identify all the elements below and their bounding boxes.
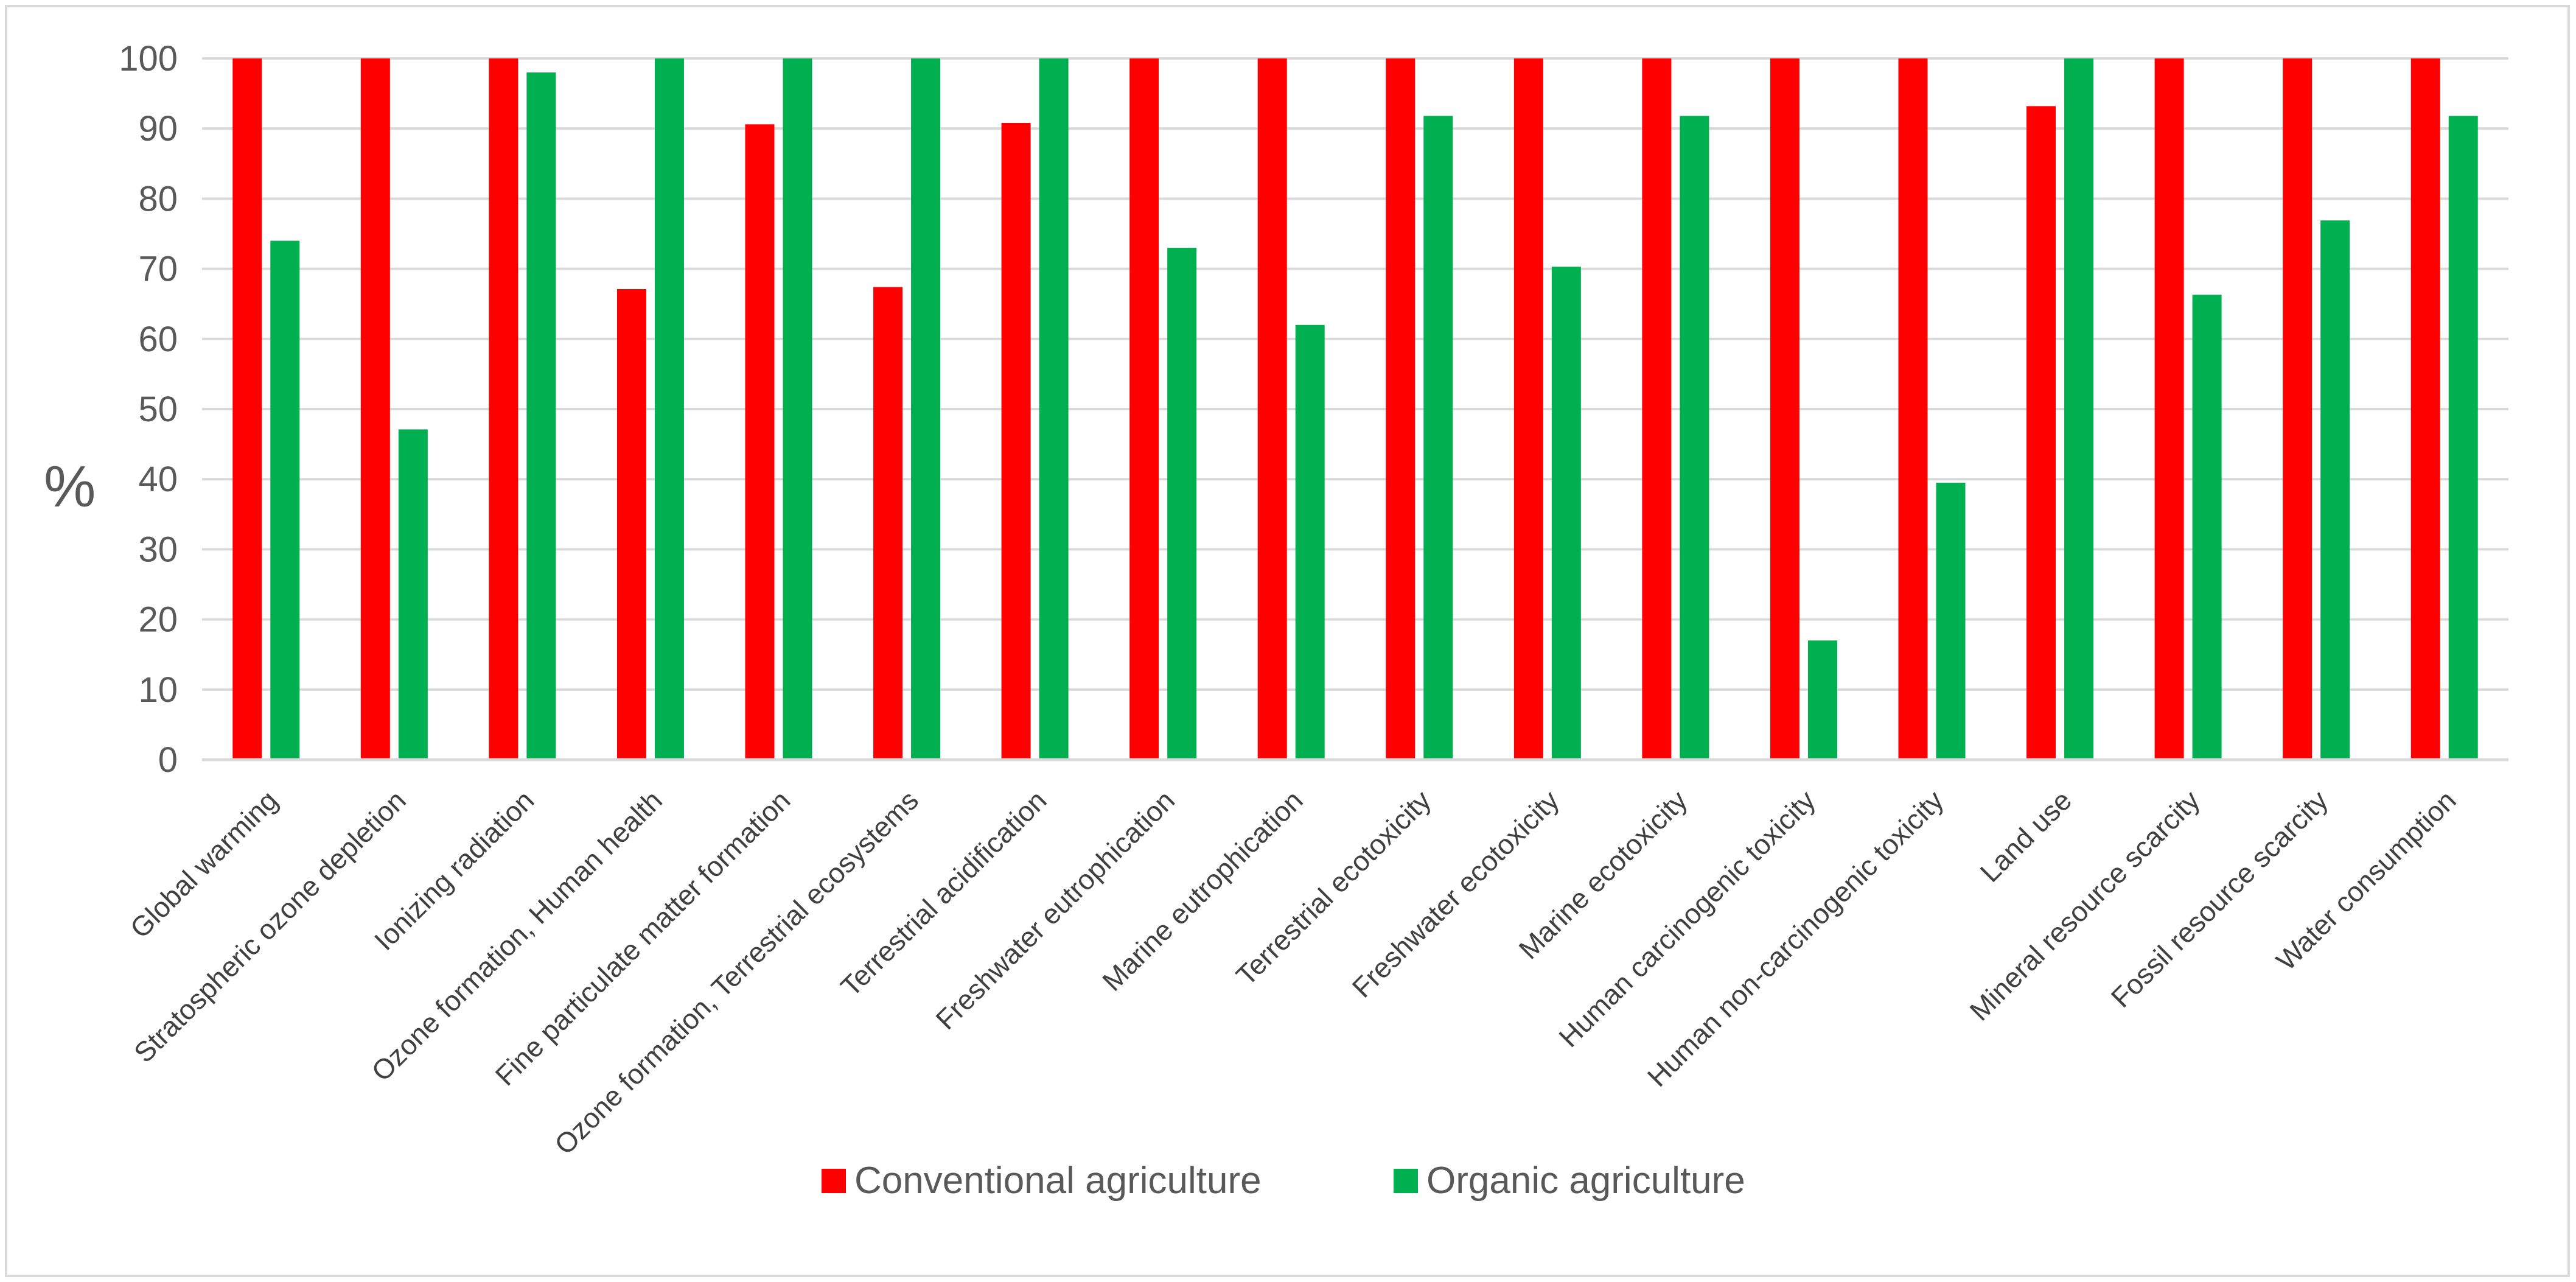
y-tick-label: 20 [138,600,178,640]
y-tick-label: 80 [138,179,178,219]
bar-conventional [2026,106,2056,760]
bar-conventional [1642,58,1672,760]
bar-organic [1423,116,1453,760]
bar-organic [1680,116,1709,760]
y-tick-label: 0 [158,740,178,780]
bar-conventional [1898,58,1928,760]
bar-organic [398,429,428,760]
bar-organic [1039,58,1069,760]
x-category-label: Human carcinogenic toxicity [1552,784,1821,1053]
bar-conventional [1001,122,1031,760]
bar-organic [911,58,941,760]
bar-conventional [1770,58,1799,760]
x-category-label: Fossil resource scarcity [2105,784,2334,1014]
bar-conventional [489,58,518,760]
gridlines [202,57,2508,691]
x-category-label: Land use [1974,784,2078,888]
y-tick-label: 90 [138,109,178,149]
bar-conventional [1386,58,1415,760]
y-tick-label: 30 [138,530,178,569]
y-tick-label: 70 [138,250,178,289]
y-tick-label: 10 [138,670,178,710]
y-tick-label: 100 [119,39,178,79]
bar-organic [2448,116,2478,760]
bar-chart: 0 10 20 30 40 50 60 70 80 90 100 Global warmingStr… [44,39,2508,1202]
bar-conventional [1257,58,1287,760]
legend-swatch-conventional [822,1169,846,1193]
legend-label-organic: Organic agriculture [1426,1160,1745,1202]
bar-conventional [360,58,390,760]
y-axis-ticks: 0 10 20 30 40 50 60 70 80 90 100 [119,39,178,780]
legend-label-conventional: Conventional agriculture [854,1160,1262,1202]
bar-organic [1551,267,1581,760]
bar-organic [1807,640,1837,760]
bar-organic [783,58,812,760]
bars [232,58,2478,760]
bar-conventional [232,58,262,760]
bar-organic [2192,295,2222,760]
bar-conventional [1513,58,1543,760]
bar-conventional [873,287,903,760]
bar-organic [1167,248,1197,760]
bar-organic [526,72,556,760]
y-tick-label: 60 [138,320,178,359]
bar-organic [2320,220,2350,760]
x-category-label: Stratospheric ozone depletion [128,784,412,1068]
legend: Conventional agriculture Organic agricul… [822,1160,1745,1202]
bar-organic [1295,324,1325,760]
y-tick-label: 40 [138,460,178,499]
x-category-label: Freshwater eutrophication [929,784,1181,1035]
bar-conventional [2283,58,2312,760]
bar-conventional [1129,58,1159,760]
bar-conventional [2154,58,2184,760]
x-category-label: Freshwater ecotoxicity [1346,784,1565,1003]
bar-organic [270,240,300,760]
x-category-label: Mineral resource scarcity [1963,784,2205,1026]
x-category-label: Terrestrial acidification [834,784,1053,1003]
legend-swatch-organic [1394,1169,1418,1193]
bar-organic [654,58,684,760]
y-axis-label: % [44,454,96,519]
bar-organic [2064,58,2094,760]
bar-conventional [2410,58,2440,760]
bar-organic [1936,482,1966,760]
bar-conventional [745,124,775,760]
y-tick-label: 50 [138,390,178,429]
bar-conventional [616,289,646,760]
chart-frame: 0 10 20 30 40 50 60 70 80 90 100 Global warming Str… [5,5,2570,1277]
